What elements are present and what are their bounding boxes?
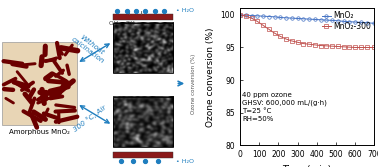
MnO₂ [301,18,305,20]
Line: MnO₂-300: MnO₂-300 [238,13,376,49]
MnO₂-300 [238,14,242,16]
MnO₂ [243,14,248,16]
Bar [113,23,173,73]
Text: Amorphous MnO₂: Amorphous MnO₂ [9,129,70,135]
MnO₂-300 [324,45,328,47]
Bar [113,152,173,158]
MnO₂-300 [278,35,282,37]
MnO₂ [358,21,363,23]
Bar [2,42,77,125]
MnO₂ [372,22,376,24]
Text: OH    OH: OH OH [109,21,135,26]
MnO₂-300 [243,15,248,17]
MnO₂ [284,17,288,19]
MnO₂ [278,17,282,19]
MnO₂ [295,18,300,20]
Line: MnO₂: MnO₂ [238,13,376,25]
MnO₂ [336,20,340,22]
MnO₂ [324,19,328,21]
MnO₂ [290,17,294,19]
Text: Without
calcination: Without calcination [70,31,109,65]
MnO₂-300 [266,28,271,30]
MnO₂ [341,20,346,22]
Text: • H₂O: • H₂O [176,159,194,164]
MnO₂ [249,15,254,17]
MnO₂ [272,16,277,18]
Text: 300 °C, Air: 300 °C, Air [72,104,107,133]
MnO₂-300 [358,46,363,48]
Y-axis label: Ozone conversion (%): Ozone conversion (%) [206,27,215,127]
MnO₂ [266,16,271,18]
MnO₂-300 [307,43,311,45]
MnO₂-300 [272,32,277,34]
MnO₂ [330,19,334,21]
MnO₂-300 [330,45,334,47]
Bar [113,14,173,20]
MnO₂-300 [347,46,352,48]
Text: Ozone conversion (%): Ozone conversion (%) [191,53,196,114]
MnO₂ [353,21,357,23]
MnO₂-300 [336,45,340,47]
Legend: MnO₂, MnO₂-300: MnO₂, MnO₂-300 [321,11,372,31]
MnO₂-300 [261,24,265,26]
MnO₂-300 [318,45,323,47]
MnO₂ [307,18,311,20]
MnO₂ [364,22,369,24]
MnO₂-300 [364,46,369,48]
MnO₂ [238,14,242,16]
MnO₂ [313,18,317,20]
MnO₂-300 [341,46,346,48]
MnO₂ [255,15,260,17]
MnO₂-300 [255,20,260,22]
MnO₂ [347,21,352,23]
Text: 40 ppm ozone
GHSV: 600,000 mL/(g·h)
T=25 °C
RH=50%: 40 ppm ozone GHSV: 600,000 mL/(g·h) T=25… [242,92,327,122]
MnO₂-300 [353,46,357,48]
MnO₂-300 [372,46,376,48]
MnO₂ [318,19,323,21]
X-axis label: Time (min): Time (min) [283,165,332,167]
MnO₂-300 [290,40,294,42]
Bar [113,97,173,147]
MnO₂-300 [284,38,288,40]
Text: • H₂O: • H₂O [176,8,194,13]
MnO₂-300 [249,17,254,19]
MnO₂-300 [295,41,300,43]
MnO₂ [261,15,265,17]
MnO₂-300 [313,44,317,46]
MnO₂-300 [301,43,305,45]
